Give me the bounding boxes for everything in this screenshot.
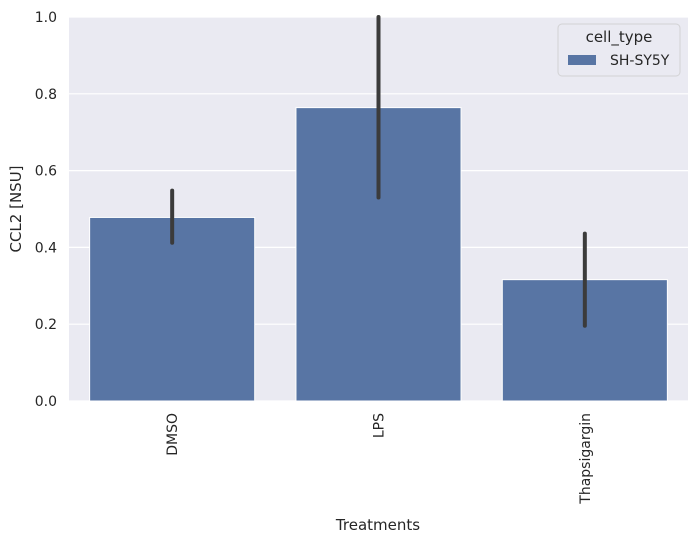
legend-title: cell_type — [586, 28, 653, 47]
x-tick-label: Thapsigargin — [578, 413, 594, 505]
y-tick-label: 1.0 — [35, 10, 57, 26]
y-tick-labels: 0.0 0.2 0.4 0.6 0.8 1.0 — [35, 10, 57, 410]
error-bars — [170, 15, 587, 328]
legend: cell_type SH-SY5Y — [557, 23, 681, 77]
y-tick-label: 0.6 — [35, 164, 57, 180]
y-tick-label: 0.2 — [35, 317, 57, 333]
x-tick-label: DMSO — [165, 413, 181, 456]
x-axis-label: Treatments — [335, 516, 420, 534]
bars — [89, 107, 668, 402]
y-tick-label: 0.8 — [35, 87, 57, 103]
y-axis-label: CCL2 [NSU] — [7, 165, 25, 252]
y-tick-label: 0.4 — [35, 240, 57, 256]
bar-dmso — [89, 216, 256, 402]
legend-swatch — [568, 55, 596, 65]
x-tick-label: LPS — [372, 413, 388, 438]
x-tick-labels: DMSO LPS Thapsigargin — [165, 413, 594, 505]
y-tick-label: 0.0 — [35, 394, 57, 410]
legend-entry-label: SH-SY5Y — [610, 53, 670, 69]
